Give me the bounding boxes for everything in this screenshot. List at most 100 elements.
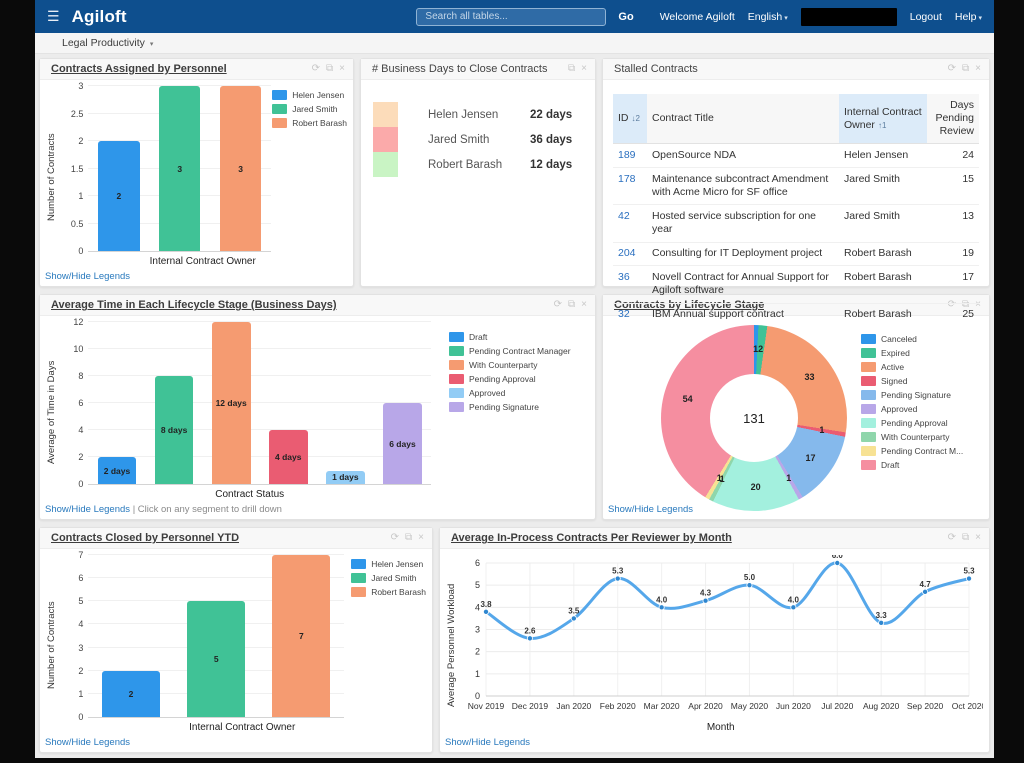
legend-item[interactable]: Signed (861, 376, 983, 386)
contract-id-link[interactable]: 32 (618, 308, 630, 320)
menu-icon[interactable]: ☰ (47, 8, 60, 24)
legend-item[interactable]: Expired (861, 348, 983, 358)
data-point[interactable] (966, 575, 973, 582)
panel-title-link[interactable]: Contracts Closed by Personnel YTD (51, 532, 240, 544)
contract-id-link[interactable]: 178 (618, 172, 636, 185)
brand-logo[interactable]: Agiloft (71, 6, 127, 26)
popout-icon[interactable]: ⧉ (568, 299, 576, 310)
data-point[interactable] (483, 608, 490, 615)
show-hide-legends-link[interactable]: Show/Hide Legends (45, 737, 131, 748)
contract-id-link[interactable]: 189 (618, 148, 636, 161)
popout-icon[interactable]: ⧉ (962, 63, 970, 74)
legend-item[interactable]: Pending Contract M... (861, 446, 983, 456)
panel-header: # Business Days to Close Contracts ⧉ × (361, 59, 595, 80)
bar-segment[interactable] (154, 376, 194, 484)
legend-item[interactable]: Approved (449, 388, 589, 398)
bar-segment[interactable] (325, 470, 365, 484)
refresh-icon[interactable]: ⟳ (947, 63, 957, 74)
panel-title-link[interactable]: Average Time in Each Lifecycle Stage (Bu… (51, 299, 337, 311)
show-hide-legends-link[interactable]: Show/Hide Legends (608, 504, 694, 515)
bar-segment[interactable] (159, 86, 201, 251)
legend-item[interactable]: Pending Contract Manager (449, 346, 589, 356)
close-icon[interactable]: × (418, 532, 424, 543)
show-hide-legends-link[interactable]: Show/Hide Legends (445, 737, 531, 748)
refresh-icon[interactable]: ⟳ (553, 299, 563, 310)
gridline (88, 600, 344, 602)
data-point[interactable] (834, 560, 841, 566)
donut-ring[interactable]: 1 2 33 1 17 1 20 1 1 54 131 (661, 325, 847, 511)
contract-id-link[interactable]: 204 (618, 247, 636, 260)
legend-item[interactable]: With Counterparty (449, 360, 589, 370)
legend-item[interactable]: Helen Jensen (351, 559, 426, 569)
legend-item[interactable]: Pending Signature (449, 402, 589, 412)
close-icon[interactable]: × (581, 299, 587, 310)
bar-segment[interactable] (219, 86, 262, 251)
bar-segment[interactable] (268, 430, 308, 484)
column-header[interactable]: ID ↓2 (613, 94, 647, 144)
chevron-down-icon: ▾ (149, 41, 154, 48)
data-point[interactable] (659, 604, 666, 611)
show-hide-legends-link[interactable]: Show/Hide Legends (45, 271, 131, 282)
close-icon[interactable]: × (581, 63, 587, 74)
popout-icon[interactable]: ⧉ (568, 63, 576, 74)
legend-item[interactable]: Robert Barash (272, 118, 347, 128)
language-dropdown[interactable]: English ▾ (748, 11, 788, 23)
popout-icon[interactable]: ⧉ (962, 532, 970, 543)
bar-segment[interactable] (98, 141, 140, 251)
redacted-user-menu[interactable] (800, 7, 897, 26)
popout-icon[interactable]: ⧉ (326, 63, 334, 74)
data-point[interactable] (615, 575, 622, 582)
refresh-icon[interactable]: ⟳ (311, 63, 321, 74)
legend-item[interactable]: Jared Smith (351, 573, 426, 583)
close-icon[interactable]: × (975, 532, 981, 543)
data-point[interactable] (790, 604, 797, 611)
column-header[interactable]: Contract Title (647, 94, 839, 144)
bar-segment[interactable] (187, 601, 246, 717)
x-axis-title: Internal Contract Owner (149, 256, 256, 267)
legend-item[interactable]: Approved (861, 404, 983, 414)
refresh-icon[interactable]: ⟳ (947, 532, 957, 543)
popout-icon[interactable]: ⧉ (405, 532, 413, 543)
legend-item[interactable]: Canceled (861, 334, 983, 344)
panel-title-link[interactable]: Average In-Process Contracts Per Reviewe… (451, 532, 732, 544)
bar-segment[interactable] (211, 322, 251, 484)
show-hide-legends-link[interactable]: Show/Hide Legends (45, 504, 131, 515)
search-input[interactable] (416, 7, 607, 26)
trend-line[interactable] (484, 561, 971, 640)
close-icon[interactable]: × (339, 63, 345, 74)
column-header[interactable]: Internal Contract Owner ↑1 (839, 94, 927, 144)
go-button[interactable]: Go (618, 10, 634, 23)
legend-item[interactable]: Pending Approval (861, 418, 983, 428)
column-header[interactable]: Days Pending Review (927, 94, 979, 144)
legend-item[interactable]: With Counterparty (861, 432, 983, 442)
panel-title-link[interactable]: Contracts Assigned by Personnel (51, 63, 227, 75)
data-point[interactable] (922, 588, 929, 595)
plot-wrap: 0 1 2 3 4 5 6 Nov 2019 Dec 2019 Jan 2020 Feb 2020 M… (458, 555, 983, 735)
data-point[interactable] (746, 582, 753, 589)
bar-segment[interactable] (102, 670, 160, 717)
y-tick-label: 2 (78, 452, 84, 463)
data-point[interactable] (702, 597, 709, 604)
data-point[interactable] (527, 635, 534, 642)
bar-segment[interactable] (272, 555, 331, 717)
contract-id-link[interactable]: 36 (618, 270, 630, 283)
refresh-icon[interactable]: ⟳ (390, 532, 400, 543)
data-point[interactable] (878, 619, 885, 626)
help-dropdown[interactable]: Help ▾ (955, 11, 982, 23)
legend-item[interactable]: Pending Signature (861, 390, 983, 400)
bar-segment[interactable] (97, 457, 137, 484)
legend-item[interactable]: Draft (449, 332, 589, 342)
legend-item[interactable]: Pending Approval (449, 374, 589, 384)
legend-item[interactable]: Helen Jensen (272, 90, 347, 100)
logout-button[interactable]: Logout (909, 10, 942, 23)
dashboard-selector[interactable]: Legal Productivity ▾ (62, 37, 153, 49)
data-point[interactable] (571, 615, 578, 622)
bar-segment[interactable] (383, 403, 422, 484)
legend-item[interactable]: Draft (861, 460, 983, 470)
contract-id-link[interactable]: 42 (618, 209, 630, 222)
legend-item[interactable]: Jared Smith (272, 104, 347, 114)
legend-item[interactable]: Robert Barash (351, 587, 426, 597)
close-icon[interactable]: × (975, 63, 981, 74)
chart-body: Number of Contracts 0 0.5 1 1.5 2 2.5 3 2 3 3 Inter… (40, 80, 353, 269)
legend-item[interactable]: Active (861, 362, 983, 372)
